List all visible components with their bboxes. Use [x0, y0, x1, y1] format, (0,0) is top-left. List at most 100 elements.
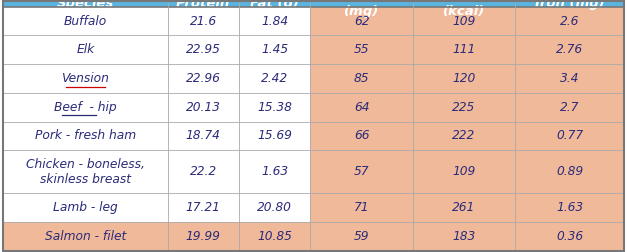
- Text: 20.13: 20.13: [186, 101, 221, 114]
- Text: 22.2: 22.2: [190, 165, 217, 178]
- Text: 57: 57: [354, 165, 369, 178]
- Bar: [310, 93, 413, 121]
- Text: Cholesterol
(mg): Cholesterol (mg): [319, 0, 404, 18]
- Text: Protein: Protein: [176, 0, 231, 11]
- Bar: [310, 7, 413, 36]
- Bar: [239, 222, 310, 251]
- Text: 1.63: 1.63: [261, 165, 288, 178]
- Text: 222: 222: [453, 130, 476, 142]
- Bar: [413, 193, 515, 222]
- Bar: [239, 64, 310, 93]
- Bar: [3, 7, 167, 36]
- Bar: [413, 93, 515, 121]
- Text: 64: 64: [354, 101, 369, 114]
- Bar: [239, 36, 310, 64]
- Text: 2.42: 2.42: [261, 72, 288, 85]
- Text: 1.45: 1.45: [261, 43, 288, 56]
- Text: Fat (g): Fat (g): [250, 0, 299, 11]
- Bar: [3, 222, 167, 251]
- Text: 2.7: 2.7: [560, 101, 579, 114]
- Bar: [515, 93, 624, 121]
- Text: Calories
(kcal): Calories (kcal): [434, 0, 494, 18]
- Bar: [310, 222, 413, 251]
- Bar: [3, 93, 167, 121]
- Text: 111: 111: [453, 43, 476, 56]
- Text: Iron (mg): Iron (mg): [535, 0, 604, 11]
- Text: 0.89: 0.89: [556, 165, 583, 178]
- Text: Species: Species: [57, 0, 114, 11]
- Bar: [413, 36, 515, 64]
- Bar: [239, 121, 310, 150]
- Text: 0.36: 0.36: [556, 230, 583, 243]
- Bar: [3, 64, 167, 93]
- Text: 22.96: 22.96: [186, 72, 221, 85]
- Bar: [3, 150, 167, 193]
- Text: 85: 85: [354, 72, 369, 85]
- Bar: [413, 150, 515, 193]
- Bar: [515, 64, 624, 93]
- Bar: [413, 222, 515, 251]
- Text: 21.6: 21.6: [190, 15, 217, 27]
- Text: 1.63: 1.63: [556, 201, 583, 214]
- Text: 18.74: 18.74: [186, 130, 221, 142]
- Text: Beef  - hip: Beef - hip: [54, 101, 117, 114]
- Text: 66: 66: [354, 130, 369, 142]
- Text: 3.4: 3.4: [560, 72, 579, 85]
- Text: 183: 183: [453, 230, 476, 243]
- Text: 2.6: 2.6: [560, 15, 579, 27]
- Bar: [167, 7, 239, 36]
- Text: 17.21: 17.21: [186, 201, 221, 214]
- Text: Buffalo: Buffalo: [64, 15, 107, 27]
- Text: 15.38: 15.38: [257, 101, 292, 114]
- Text: Salmon - filet: Salmon - filet: [45, 230, 126, 243]
- Text: Chicken - boneless,
skinless breast: Chicken - boneless, skinless breast: [26, 158, 145, 186]
- Bar: [310, 193, 413, 222]
- Text: Vension: Vension: [61, 72, 109, 85]
- Text: 15.69: 15.69: [257, 130, 292, 142]
- Bar: [515, 150, 624, 193]
- Text: 20.80: 20.80: [257, 201, 292, 214]
- Bar: [515, 222, 624, 251]
- Bar: [167, 193, 239, 222]
- Text: 71: 71: [354, 201, 369, 214]
- Text: 225: 225: [453, 101, 476, 114]
- Text: 120: 120: [453, 72, 476, 85]
- Bar: [413, 121, 515, 150]
- Text: Pork - fresh ham: Pork - fresh ham: [35, 130, 136, 142]
- Bar: [310, 64, 413, 93]
- Bar: [239, 93, 310, 121]
- Text: 22.95: 22.95: [186, 43, 221, 56]
- Text: 55: 55: [354, 43, 369, 56]
- Text: 19.99: 19.99: [186, 230, 221, 243]
- Bar: [413, 7, 515, 36]
- Bar: [515, 7, 624, 36]
- Bar: [3, 121, 167, 150]
- Text: 10.85: 10.85: [257, 230, 292, 243]
- Bar: [413, 64, 515, 93]
- Bar: [239, 193, 310, 222]
- Bar: [167, 121, 239, 150]
- Text: Lamb - leg: Lamb - leg: [53, 201, 118, 214]
- Bar: [3, 36, 167, 64]
- Bar: [167, 222, 239, 251]
- Bar: [3, 1, 624, 7]
- Bar: [310, 121, 413, 150]
- Bar: [310, 36, 413, 64]
- Bar: [167, 93, 239, 121]
- Bar: [515, 121, 624, 150]
- Bar: [239, 150, 310, 193]
- Text: 1.84: 1.84: [261, 15, 288, 27]
- Text: Elk: Elk: [76, 43, 95, 56]
- Bar: [515, 193, 624, 222]
- Text: 109: 109: [453, 165, 476, 178]
- Bar: [515, 36, 624, 64]
- Text: 0.77: 0.77: [556, 130, 583, 142]
- Bar: [167, 36, 239, 64]
- Text: 62: 62: [354, 15, 369, 27]
- Bar: [239, 7, 310, 36]
- Bar: [310, 150, 413, 193]
- Text: 109: 109: [453, 15, 476, 27]
- Text: 2.76: 2.76: [556, 43, 583, 56]
- Bar: [3, 193, 167, 222]
- Text: 59: 59: [354, 230, 369, 243]
